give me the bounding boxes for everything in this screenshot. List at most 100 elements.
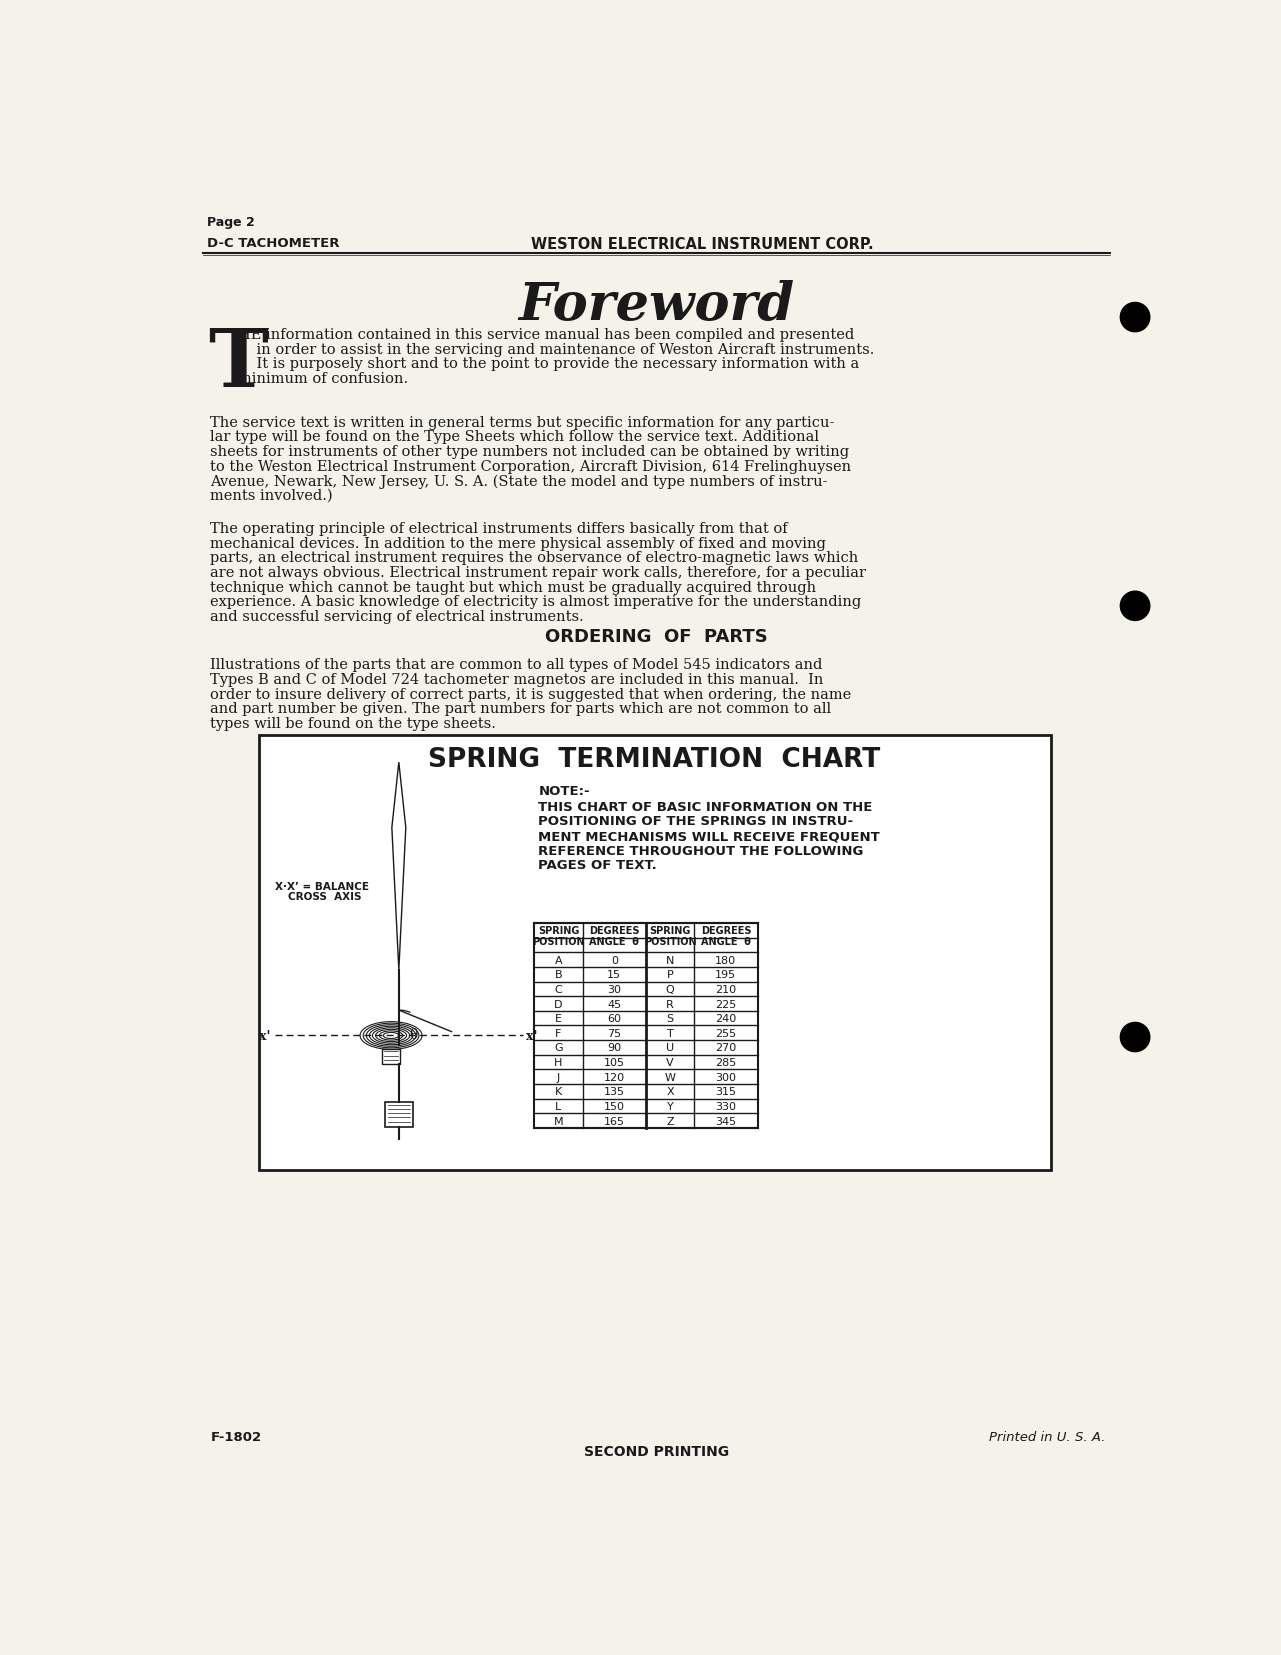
Text: T: T — [209, 326, 268, 404]
Text: A: A — [555, 955, 562, 965]
Bar — [384, 1102, 412, 1127]
Text: 135: 135 — [603, 1087, 625, 1097]
Bar — [534, 923, 757, 1129]
Text: WESTON ELECTRICAL INSTRUMENT CORP.: WESTON ELECTRICAL INSTRUMENT CORP. — [532, 237, 874, 252]
Text: POSITIONING OF THE SPRINGS IN INSTRU-: POSITIONING OF THE SPRINGS IN INSTRU- — [538, 814, 853, 828]
Text: 255: 255 — [715, 1028, 737, 1038]
Text: Illustrations of the parts that are common to all types of Model 545 indicators : Illustrations of the parts that are comm… — [210, 659, 822, 672]
Text: 150: 150 — [603, 1101, 625, 1111]
Text: B: B — [555, 970, 562, 980]
Text: Foreword: Foreword — [518, 280, 794, 331]
Text: DEGREES
ANGLE  θ: DEGREES ANGLE θ — [589, 925, 639, 947]
Text: 75: 75 — [607, 1028, 621, 1038]
Text: 15: 15 — [607, 970, 621, 980]
Text: in order to assist in the servicing and maintenance of Weston Aircraft instrumen: in order to assist in the servicing and … — [237, 343, 874, 356]
Text: 345: 345 — [715, 1115, 737, 1125]
Text: Page 2: Page 2 — [206, 215, 255, 228]
Text: X: X — [666, 1087, 674, 1097]
Text: F: F — [555, 1028, 561, 1038]
Text: It is purposely short and to the point to provide the necessary information with: It is purposely short and to the point t… — [237, 357, 858, 371]
Text: NOTE:-: NOTE:- — [538, 784, 591, 798]
Text: 225: 225 — [715, 1000, 737, 1010]
Text: to the Weston Electrical Instrument Corporation, Aircraft Division, 614 Frelingh: to the Weston Electrical Instrument Corp… — [210, 460, 852, 473]
Text: E: E — [555, 1013, 562, 1023]
Text: ments involved.): ments involved.) — [210, 488, 333, 503]
Text: lar type will be found on the Type Sheets which follow the service text. Additio: lar type will be found on the Type Sheet… — [210, 430, 820, 444]
Text: L: L — [556, 1101, 561, 1111]
Text: x': x' — [526, 1029, 538, 1043]
Text: 300: 300 — [715, 1072, 737, 1082]
Text: THIS CHART OF BASIC INFORMATION ON THE: THIS CHART OF BASIC INFORMATION ON THE — [538, 801, 872, 813]
Text: The service text is written in general terms but specific information for any pa: The service text is written in general t… — [210, 415, 835, 430]
Text: R: R — [666, 1000, 674, 1010]
Circle shape — [1121, 303, 1150, 333]
Text: Z: Z — [666, 1115, 674, 1125]
Text: 180: 180 — [715, 955, 737, 965]
Circle shape — [1121, 592, 1150, 621]
Bar — [259, 736, 1052, 1170]
Text: parts, an electrical instrument requires the observance of electro-magnetic laws: parts, an electrical instrument requires… — [210, 551, 858, 564]
Text: G: G — [555, 1043, 562, 1053]
Text: types will be found on the type sheets.: types will be found on the type sheets. — [210, 717, 496, 730]
Text: 30: 30 — [607, 985, 621, 995]
Text: HE information contained in this service manual has been compiled and presented: HE information contained in this service… — [237, 328, 854, 343]
Bar — [382, 1049, 401, 1064]
Text: 315: 315 — [715, 1087, 737, 1097]
Text: Y: Y — [666, 1101, 674, 1111]
Text: x': x' — [260, 1029, 272, 1043]
Text: Q: Q — [666, 985, 675, 995]
Text: H: H — [555, 1058, 562, 1067]
Text: 165: 165 — [603, 1115, 625, 1125]
Text: are not always obvious. Electrical instrument repair work calls, therefore, for : are not always obvious. Electrical instr… — [210, 566, 866, 579]
Text: 45: 45 — [607, 1000, 621, 1010]
Text: Types B and C of Model 724 tachometer magnetos are included in this manual.  In: Types B and C of Model 724 tachometer ma… — [210, 672, 824, 687]
Text: MENT MECHANISMS WILL RECEIVE FREQUENT: MENT MECHANISMS WILL RECEIVE FREQUENT — [538, 829, 880, 842]
Text: mechanical devices. In addition to the mere physical assembly of fixed and movin: mechanical devices. In addition to the m… — [210, 536, 826, 551]
Text: 270: 270 — [715, 1043, 737, 1053]
Text: sheets for instruments of other type numbers not included can be obtained by wri: sheets for instruments of other type num… — [210, 445, 849, 458]
Text: N: N — [666, 955, 674, 965]
Text: X·X’ = BALANCE: X·X’ = BALANCE — [275, 882, 369, 892]
Text: 90: 90 — [607, 1043, 621, 1053]
Text: C: C — [555, 985, 562, 995]
Text: V: V — [666, 1058, 674, 1067]
Text: technique which cannot be taught but which must be gradually acquired through: technique which cannot be taught but whi… — [210, 581, 816, 594]
Text: 195: 195 — [715, 970, 737, 980]
Text: 330: 330 — [715, 1101, 737, 1111]
Text: REFERENCE THROUGHOUT THE FOLLOWING: REFERENCE THROUGHOUT THE FOLLOWING — [538, 844, 863, 857]
Text: P: P — [666, 970, 674, 980]
Text: 210: 210 — [715, 985, 737, 995]
Text: ORDERING  OF  PARTS: ORDERING OF PARTS — [544, 627, 767, 645]
Text: S: S — [666, 1013, 674, 1023]
Text: D-C TACHOMETER: D-C TACHOMETER — [206, 237, 339, 250]
Text: 0: 0 — [611, 955, 617, 965]
Text: J: J — [557, 1072, 560, 1082]
Text: order to insure delivery of correct parts, it is suggested that when ordering, t: order to insure delivery of correct part… — [210, 687, 852, 702]
Text: U: U — [666, 1043, 674, 1053]
Text: DEGREES
ANGLE  θ: DEGREES ANGLE θ — [701, 925, 751, 947]
Text: 60: 60 — [607, 1013, 621, 1023]
Text: Avenue, Newark, New Jersey, U. S. A. (State the model and type numbers of instru: Avenue, Newark, New Jersey, U. S. A. (St… — [210, 473, 828, 488]
Text: The operating principle of electrical instruments differs basically from that of: The operating principle of electrical in… — [210, 521, 788, 536]
Text: 240: 240 — [715, 1013, 737, 1023]
Polygon shape — [392, 763, 406, 970]
Text: experience. A basic knowledge of electricity is almost imperative for the unders: experience. A basic knowledge of electri… — [210, 594, 862, 609]
Text: 285: 285 — [715, 1058, 737, 1067]
Text: M: M — [553, 1115, 564, 1125]
Text: T: T — [666, 1028, 674, 1038]
Text: and successful servicing of electrical instruments.: and successful servicing of electrical i… — [210, 609, 584, 624]
Text: and part number be given. The part numbers for parts which are not common to all: and part number be given. The part numbe… — [210, 702, 831, 717]
Text: 105: 105 — [603, 1058, 625, 1067]
Text: SPRING
POSITION: SPRING POSITION — [532, 925, 585, 947]
Text: SPRING  TERMINATION  CHART: SPRING TERMINATION CHART — [428, 746, 881, 773]
Text: CROSS  AXIS: CROSS AXIS — [288, 890, 361, 902]
Text: SPRING
POSITION: SPRING POSITION — [644, 925, 697, 947]
Circle shape — [1121, 1023, 1150, 1053]
Text: K: K — [555, 1087, 562, 1097]
Text: θ: θ — [410, 1028, 418, 1041]
Text: SECOND PRINTING: SECOND PRINTING — [584, 1443, 729, 1458]
Text: Printed in U. S. A.: Printed in U. S. A. — [989, 1430, 1106, 1443]
Text: D: D — [555, 1000, 562, 1010]
Text: minimum of confusion.: minimum of confusion. — [237, 372, 407, 386]
Text: F-1802: F-1802 — [210, 1430, 261, 1443]
